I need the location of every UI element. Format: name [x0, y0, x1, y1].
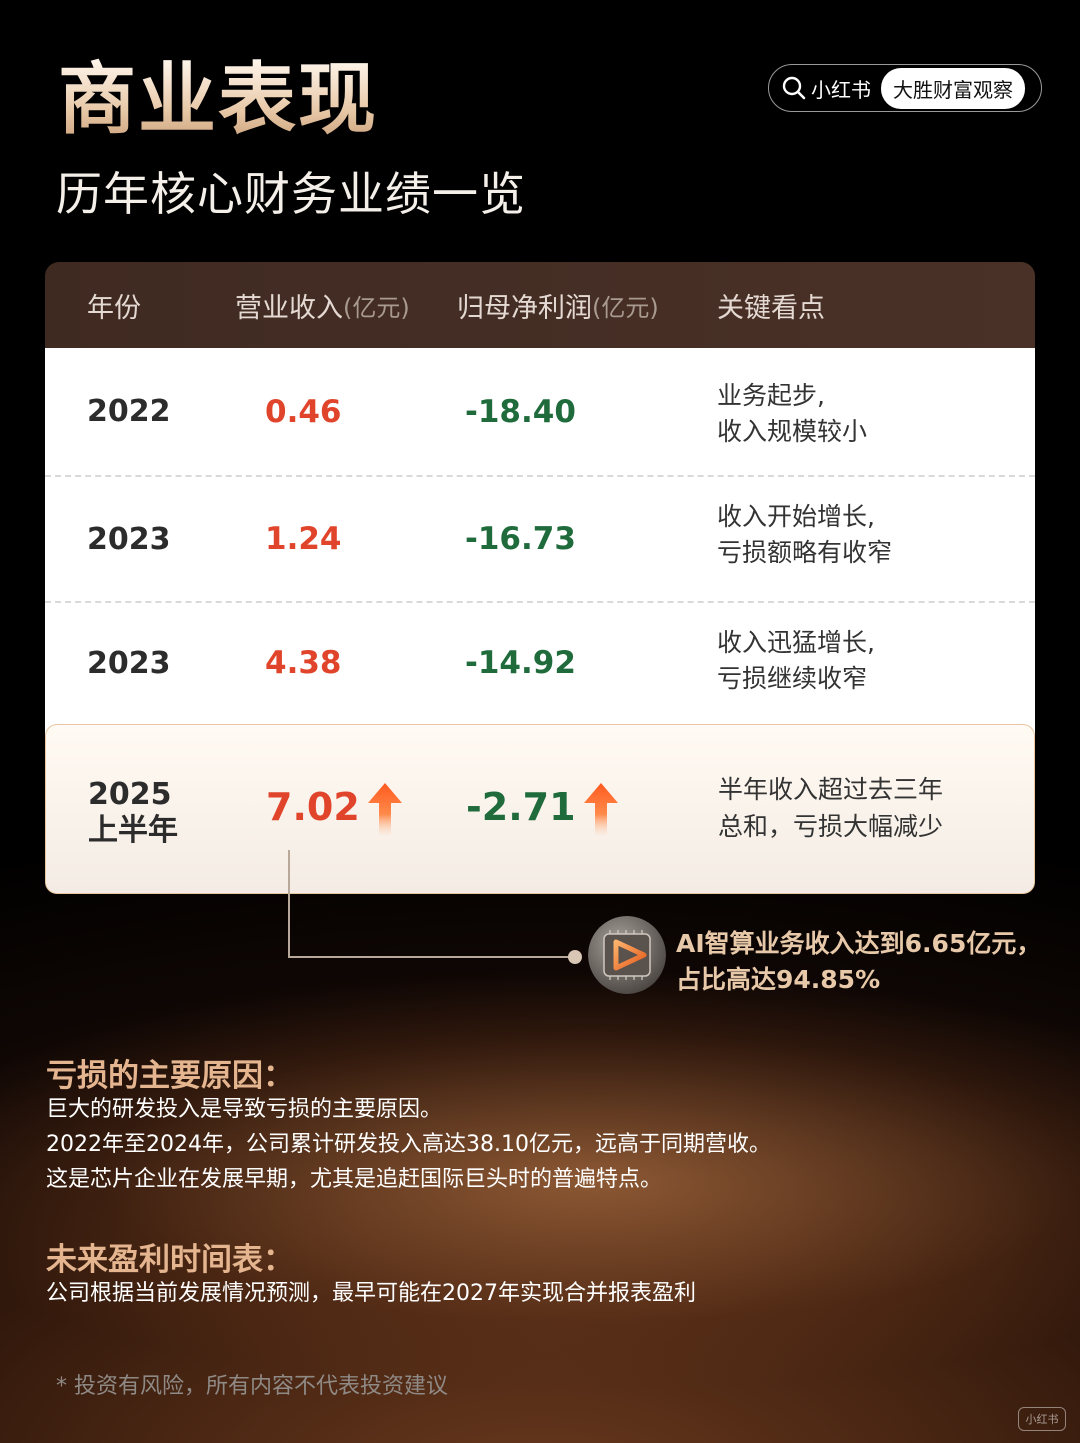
loss-line: 巨大的研发投入是导致亏损的主要原因。	[46, 1097, 443, 1122]
highlight-profit: -2.71	[466, 783, 618, 835]
row-note: 业务起步, 收入规模较小	[717, 381, 868, 446]
search-pill[interactable]: 小红书 大胜财富观察	[768, 64, 1042, 112]
page-title: 商业表现	[58, 55, 379, 145]
search-icon	[782, 76, 806, 100]
future-title: 未来盈利时间表：	[46, 1242, 294, 1278]
callout-connector	[288, 850, 576, 958]
row-note: 收入迅猛增长, 亏损继续收窄	[717, 628, 875, 693]
highlight-revenue: 7.02	[266, 783, 402, 835]
callout-text: AI智算业务收入达到6.65亿元， 占比高达94.85%	[676, 929, 1042, 994]
loss-title: 亏损的主要原因：	[46, 1058, 294, 1094]
header-revenue: 营业收入 (亿元)	[235, 292, 410, 324]
row-profit: -18.40	[465, 393, 576, 430]
table-row: 2023 4.38 -14.92 收入迅猛增长, 亏损继续收窄	[45, 603, 1035, 723]
row-revenue: 1.24	[265, 521, 342, 557]
row-revenue: 4.38	[265, 645, 342, 681]
loss-paragraph: 巨大的研发投入是导致亏损的主要原因。 2022年至2024年，公司累计研发投入高…	[46, 1092, 771, 1197]
future-line: 公司根据当前发展情况预测，最早可能在2027年实现合并报表盈利	[46, 1281, 696, 1306]
table-header: 年份 营业收入 (亿元) 归母净利润 (亿元) 关键看点	[45, 262, 1035, 348]
highlight-year: 2025 上半年	[88, 777, 178, 848]
table-row: 2023 1.24 -16.73 收入开始增长, 亏损额略有收窄	[45, 477, 1035, 603]
ai-chip-icon	[588, 916, 666, 994]
row-year: 2023	[87, 645, 171, 681]
arrow-up-icon	[583, 783, 618, 835]
callout-dot	[568, 950, 582, 964]
row-year: 2022	[87, 394, 171, 429]
watermark-logo: 小红书	[1018, 1407, 1066, 1431]
highlight-note: 半年收入超过去三年 总和，亏损大幅减少	[718, 775, 944, 841]
platform-name: 小红书	[811, 77, 871, 102]
row-revenue: 0.46	[265, 393, 342, 430]
loss-line: 2022年至2024年，公司累计研发投入高达38.10亿元，远高于同期营收。	[46, 1132, 771, 1157]
header-year: 年份	[87, 292, 141, 324]
header-profit: 归母净利润 (亿元)	[457, 292, 659, 324]
row-profit: -14.92	[465, 645, 576, 681]
header-note: 关键看点	[717, 292, 825, 324]
account-name[interactable]: 大胜财富观察	[881, 67, 1025, 109]
loss-line: 这是芯片企业在发展早期，尤其是追赶国际巨头时的普遍特点。	[46, 1167, 663, 1192]
row-profit: -16.73	[465, 521, 576, 557]
row-note: 收入开始增长, 亏损额略有收窄	[717, 502, 893, 567]
page-subtitle: 历年核心财务业绩一览	[56, 167, 526, 221]
disclaimer: * 投资有风险，所有内容不代表投资建议	[56, 1374, 448, 1399]
table-row: 2022 0.46 -18.40 业务起步, 收入规模较小	[45, 348, 1035, 477]
row-year: 2023	[87, 521, 171, 557]
highlight-row: 2025 上半年 7.02 -2.71	[45, 724, 1035, 894]
arrow-up-icon	[367, 783, 402, 835]
